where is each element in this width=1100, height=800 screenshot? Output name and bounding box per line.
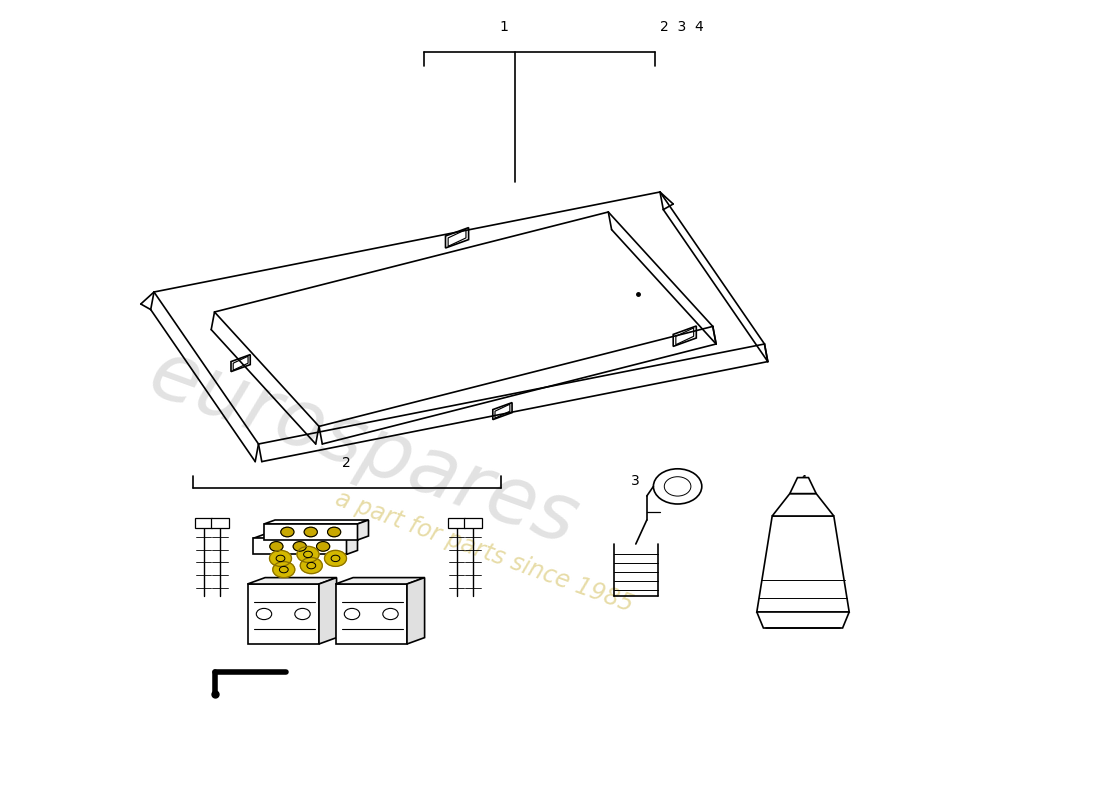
Circle shape bbox=[270, 542, 283, 551]
Circle shape bbox=[293, 542, 306, 551]
Polygon shape bbox=[253, 538, 346, 554]
Text: 1: 1 bbox=[499, 20, 508, 34]
Text: a part for parts since 1985: a part for parts since 1985 bbox=[332, 487, 636, 617]
Polygon shape bbox=[448, 518, 465, 528]
Text: 2: 2 bbox=[342, 456, 351, 470]
Polygon shape bbox=[264, 520, 368, 524]
Circle shape bbox=[297, 546, 319, 562]
Polygon shape bbox=[319, 578, 337, 644]
Polygon shape bbox=[757, 516, 849, 612]
Polygon shape bbox=[757, 612, 849, 628]
Polygon shape bbox=[195, 518, 212, 528]
Polygon shape bbox=[407, 578, 425, 644]
Polygon shape bbox=[253, 534, 358, 538]
Text: 4: 4 bbox=[799, 474, 807, 488]
Circle shape bbox=[328, 527, 341, 537]
Circle shape bbox=[304, 527, 317, 537]
Text: eurospares: eurospares bbox=[139, 334, 587, 562]
Polygon shape bbox=[264, 524, 358, 540]
Circle shape bbox=[300, 558, 322, 574]
Polygon shape bbox=[772, 494, 834, 516]
Polygon shape bbox=[248, 578, 337, 584]
Circle shape bbox=[273, 562, 295, 578]
Circle shape bbox=[317, 542, 330, 551]
Polygon shape bbox=[358, 520, 368, 540]
Text: 3: 3 bbox=[631, 474, 640, 488]
Polygon shape bbox=[790, 478, 816, 494]
Polygon shape bbox=[248, 584, 319, 644]
Circle shape bbox=[324, 550, 346, 566]
Circle shape bbox=[280, 527, 294, 537]
Text: 2  3  4: 2 3 4 bbox=[660, 20, 704, 34]
Polygon shape bbox=[336, 578, 425, 584]
Polygon shape bbox=[211, 518, 229, 528]
Polygon shape bbox=[336, 584, 407, 644]
Circle shape bbox=[270, 550, 292, 566]
Polygon shape bbox=[464, 518, 482, 528]
Polygon shape bbox=[346, 534, 358, 554]
